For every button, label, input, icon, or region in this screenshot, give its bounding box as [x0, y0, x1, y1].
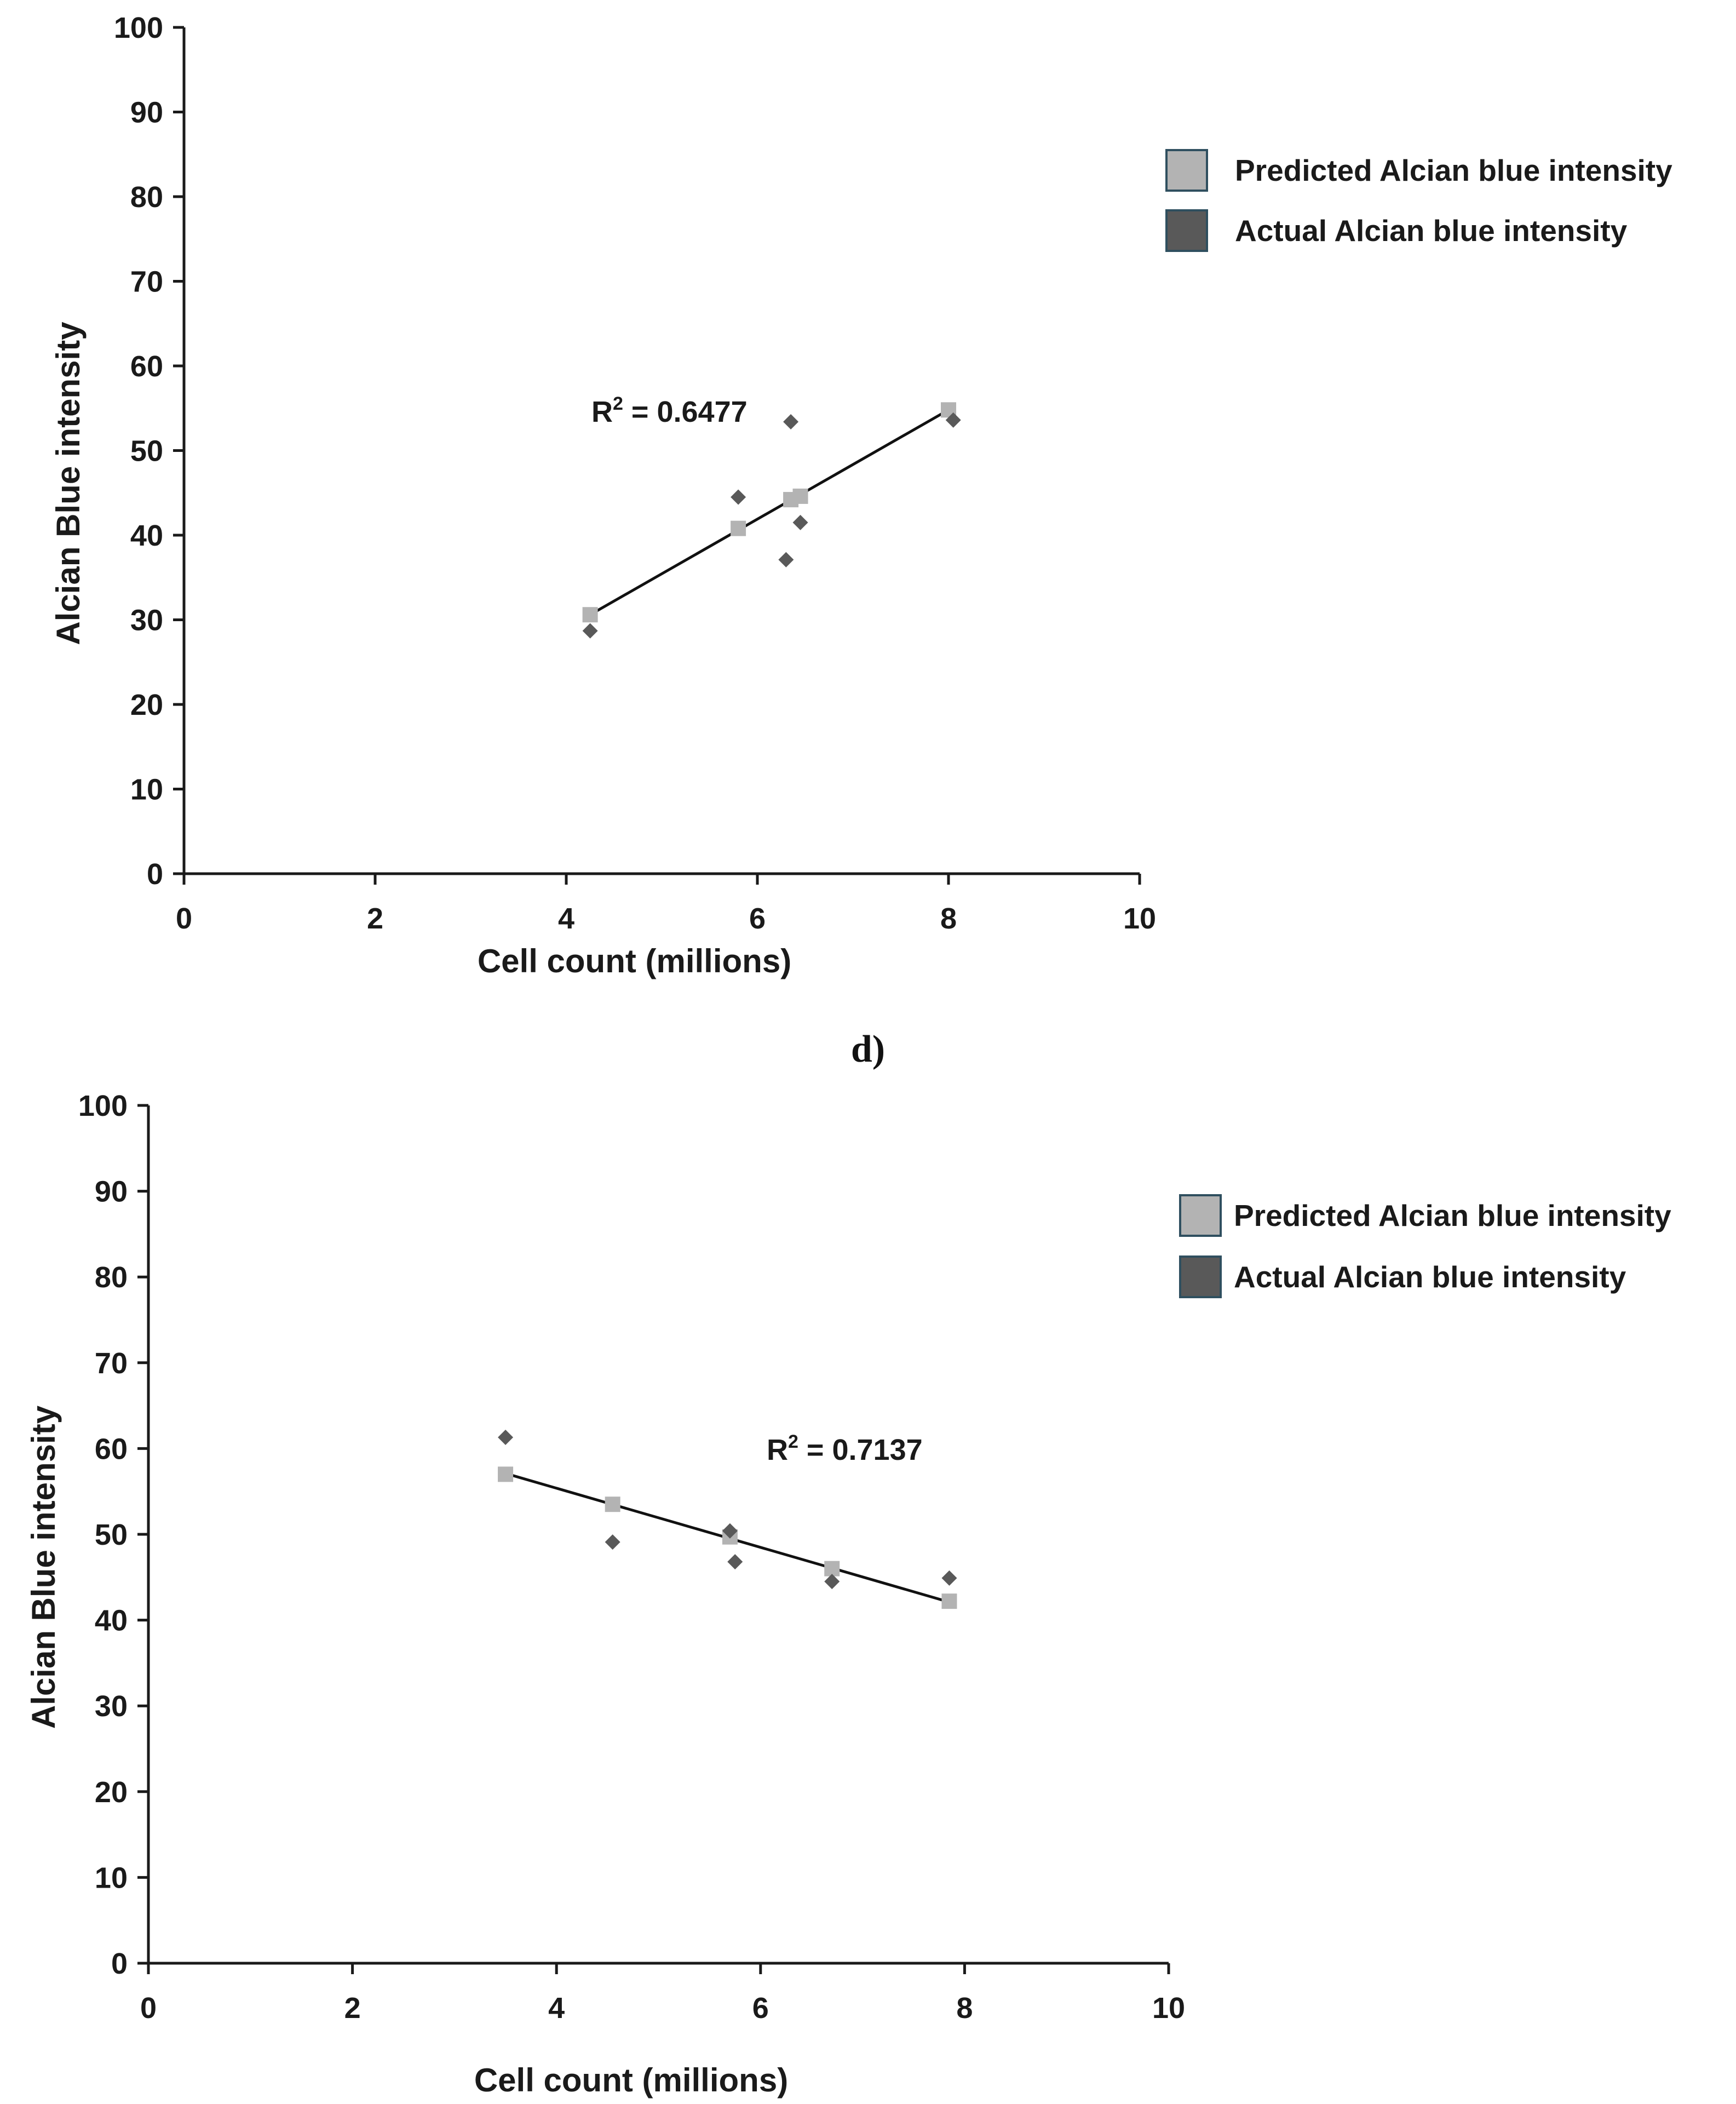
chart-c: 0 10 20 30 40 50 60 70 80 90 100 0 2 4 6 8 10 Cell count … [50, 12, 1672, 979]
legend-swatch-predicted [1179, 1194, 1222, 1237]
y-axis-title: Alcian Blue intensity [50, 322, 87, 645]
actual-point [731, 489, 746, 505]
y-tick-label: 10 [130, 773, 163, 806]
y-tick-label: 30 [130, 604, 163, 637]
predicted-point [941, 1593, 957, 1609]
x-tick-label: 10 [1152, 1992, 1185, 2025]
predicted-point [605, 1497, 620, 1512]
x-tick-label: 8 [940, 902, 957, 935]
y-tick-label: 50 [95, 1518, 128, 1551]
r-squared-label: R2 = 0.7137 [767, 1431, 923, 1466]
y-tick-label: 50 [130, 435, 163, 468]
x-tick-label: 0 [140, 1992, 157, 2025]
predicted-point [582, 607, 598, 623]
x-tick-label: 6 [749, 902, 766, 935]
y-tick-label: 30 [95, 1690, 128, 1723]
x-tick-label: 4 [558, 902, 574, 935]
y-tick-label: 90 [130, 96, 163, 129]
actual-point [792, 514, 808, 530]
legend-label-predicted: Predicted Alcian blue intensity [1235, 153, 1672, 187]
actual-point [722, 1523, 738, 1539]
actual-point [498, 1430, 514, 1446]
x-tick-label: 6 [752, 1992, 769, 2025]
chart-d: 0 10 20 30 40 50 60 70 80 90 100 0 2 4 6 8 10 Cell count … [25, 1090, 1671, 2099]
y-tick-label: 100 [78, 1090, 128, 1122]
x-tick-label: 0 [176, 902, 192, 935]
predicted-point [498, 1466, 514, 1482]
x-tick-label: 2 [344, 1992, 361, 2025]
r-squared-label: R2 = 0.6477 [591, 393, 748, 428]
x-tick-label: 10 [1123, 902, 1156, 935]
panel-label-d: d) [851, 1028, 885, 1070]
x-axis-title: Cell count (millions) [474, 2062, 788, 2099]
predicted-point [824, 1561, 840, 1576]
y-tick-label: 70 [130, 266, 163, 299]
y-tick-label: 80 [95, 1261, 128, 1294]
y-tick-label: 60 [95, 1432, 128, 1465]
trendline [589, 409, 950, 616]
legend-swatch-actual [1179, 1255, 1222, 1298]
predicted-point [731, 520, 746, 536]
x-tick-label: 8 [956, 1992, 973, 2025]
actual-point [824, 1574, 840, 1590]
actual-point [778, 552, 794, 567]
legend-label-predicted: Predicted Alcian blue intensity [1234, 1199, 1671, 1232]
y-tick-label: 20 [95, 1776, 128, 1809]
y-tick-label: 100 [114, 12, 163, 44]
actual-point [945, 412, 961, 428]
y-axis-title: Alcian Blue intensity [25, 1405, 62, 1729]
actual-point [783, 414, 799, 429]
actual-point [941, 1570, 957, 1586]
x-axis-title: Cell count (millions) [478, 943, 791, 979]
legend-swatch-actual [1165, 209, 1208, 252]
y-tick-label: 0 [147, 858, 163, 891]
y-tick-label: 90 [95, 1176, 128, 1208]
x-tick-label: 2 [367, 902, 383, 935]
y-tick-label: 60 [130, 350, 163, 383]
y-tick-label: 70 [95, 1347, 128, 1380]
actual-point [727, 1554, 743, 1570]
actual-point [605, 1534, 620, 1550]
y-tick-label: 40 [95, 1604, 128, 1637]
predicted-point [792, 488, 808, 504]
y-tick-label: 80 [130, 181, 163, 214]
legend-swatch-predicted [1165, 149, 1208, 192]
y-tick-label: 20 [130, 689, 163, 721]
x-tick-label: 4 [548, 1992, 565, 2025]
legend-label-actual: Actual Alcian blue intensity [1234, 1260, 1626, 1294]
actual-point [582, 623, 598, 639]
y-tick-label: 40 [130, 519, 163, 552]
y-tick-label: 10 [95, 1861, 128, 1894]
legend-label-actual: Actual Alcian blue intensity [1235, 214, 1628, 248]
y-tick-label: 0 [111, 1947, 128, 1980]
